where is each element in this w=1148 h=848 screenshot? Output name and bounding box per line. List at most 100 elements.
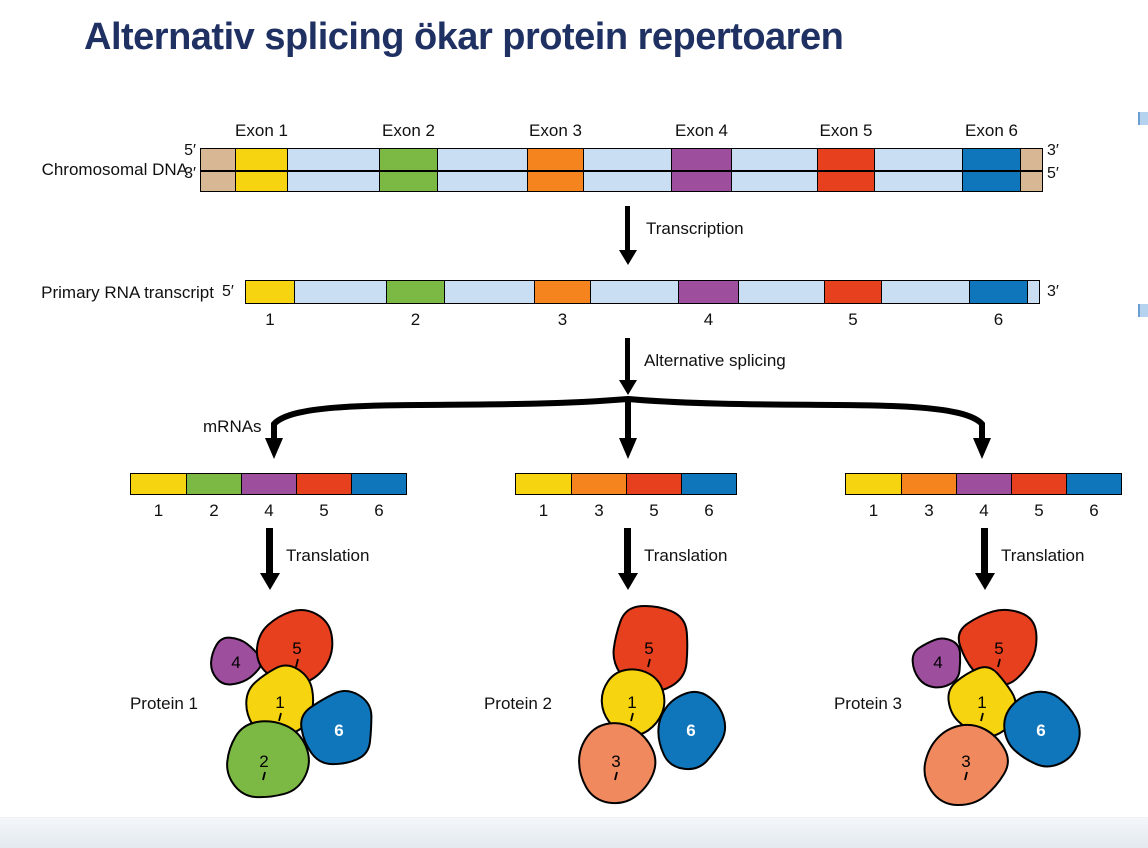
subunit-tick-mark	[630, 712, 634, 722]
exon-number-1: 1	[868, 501, 879, 520]
protein-1-label: Protein 1	[129, 694, 198, 713]
protein-subunit-number-5: 5	[292, 639, 301, 658]
protein-subunit-6	[657, 690, 727, 771]
dna-three-prime-left: 3′	[184, 165, 196, 182]
exon-number-6: 6	[374, 501, 384, 520]
translation-arrow-2	[624, 528, 631, 573]
exon-number-6: 6	[1089, 501, 1099, 520]
transcription-label: Transcription	[646, 219, 744, 238]
bottom-band	[0, 817, 1148, 848]
protein-subunit-number-1: 1	[977, 693, 986, 712]
exon-segment-5: 5	[296, 474, 351, 520]
branch-left	[271, 396, 631, 443]
exon-label-5: Exon 5	[819, 121, 873, 140]
intron-segment	[1027, 281, 1039, 303]
protein-subunit-number-3: 3	[961, 752, 970, 771]
intron-segment	[444, 281, 534, 303]
subunit-tick-mark	[647, 658, 651, 668]
protein-subunit-3	[923, 723, 1009, 807]
chromosomal-dna-label: Chromosomal DNA	[41, 160, 188, 179]
protein-subunit-2	[226, 720, 310, 799]
protein-3-label: Protein 3	[833, 694, 902, 713]
primary-rna-bar: 1 2 3 4 5 6	[245, 280, 1040, 329]
exon-segment-6: 6	[681, 474, 736, 520]
dna-five-prime-right: 5′	[1047, 165, 1059, 182]
intron-segment	[738, 281, 824, 303]
branch-right	[625, 396, 985, 443]
exon-number-6: 6	[704, 501, 714, 520]
branch-right-arrowhead	[973, 438, 991, 459]
exon-segment-5: 5	[626, 474, 681, 520]
exon-number-1: 1	[538, 501, 549, 520]
protein-1-structure: 4 5 1 6 2	[210, 608, 373, 799]
subunit-tick-mark	[614, 771, 618, 781]
translation-arrow-3	[981, 528, 988, 573]
subunit-tick-mark	[295, 658, 299, 668]
exon-number-5: 5	[1034, 501, 1044, 520]
exon-number-3: 3	[557, 310, 568, 329]
exon-label-2: Exon 2	[382, 121, 435, 140]
protein-subunit-number-5: 5	[994, 639, 1003, 658]
exon-segment-6: 6	[351, 474, 406, 520]
subunit-tick-mark	[980, 712, 984, 722]
exon-number-2: 2	[209, 501, 219, 520]
exon-segment-4: 4	[956, 474, 1011, 520]
rna-three-prime: 3′	[1047, 283, 1059, 300]
exon-segment-1: 1	[131, 474, 186, 520]
intron-segment	[590, 281, 678, 303]
exon-segment-5: 5	[1011, 474, 1066, 520]
exon-segment-2: 2	[186, 474, 241, 520]
exon-number-4: 4	[264, 501, 274, 520]
mrna-1-bar: 1 2 4 5 6	[130, 473, 407, 520]
exon-segment-3: 3	[534, 281, 590, 329]
exon-label-4: Exon 4	[675, 121, 728, 140]
exon-segment-5: 5	[824, 281, 881, 329]
protein-subunit-4	[210, 636, 263, 686]
slide-title: Alternativ splicing ökar protein reperto…	[84, 16, 844, 58]
transcription-arrow	[625, 206, 630, 250]
exon-number-3: 3	[924, 501, 934, 520]
dna-strand-divider	[201, 170, 1042, 172]
branch-center-arrowhead	[619, 438, 637, 459]
exon-number-5: 5	[848, 310, 858, 329]
exon-segment-1: 1	[846, 474, 901, 520]
edge-artifact-top	[1138, 112, 1148, 125]
subunit-tick-mark	[997, 658, 1001, 668]
edge-artifact-bottom	[1138, 304, 1148, 317]
exon-segment-1: 1	[246, 281, 294, 329]
exon-number-2: 2	[410, 310, 421, 329]
mrna-2-bar: 1 3 5 6	[515, 473, 737, 520]
exon-segment-4: 4	[678, 281, 738, 329]
subunit-tick-mark	[278, 712, 282, 722]
protein-subunit-6	[1003, 690, 1081, 768]
exon-segment-2: 2	[386, 281, 444, 329]
exon-number-5: 5	[649, 501, 659, 520]
protein-subunit-3	[578, 722, 657, 805]
protein-subunit-4	[911, 637, 962, 689]
protein-subunit-number-4: 4	[933, 653, 942, 672]
translation-label-2: Translation	[644, 546, 728, 565]
exon-segment-3: 3	[901, 474, 956, 520]
protein-subunit-number-2: 2	[259, 752, 268, 771]
dna-three-prime-right: 3′	[1047, 142, 1059, 159]
subunit-tick-mark	[964, 771, 968, 781]
rna-five-prime: 5′	[222, 283, 234, 300]
exon-number-5: 5	[319, 501, 329, 520]
protein-3-structure: 4 5 1 6 3	[911, 608, 1081, 807]
branch-left-arrowhead	[265, 438, 283, 459]
exon-segment-3: 3	[571, 474, 626, 520]
exon-label-3: Exon 3	[529, 121, 582, 140]
protein-2-label: Protein 2	[483, 694, 552, 713]
dna-five-prime-left: 5′	[184, 142, 196, 159]
chromosomal-dna-bar: Exon 1 Exon 2 Exon 3 Exon 4 Exon 5 Exon 6	[200, 121, 1043, 192]
alternative-splicing-label: Alternative splicing	[644, 351, 786, 370]
protein-subunit-number-4: 4	[231, 653, 240, 672]
protein-subunit-number-6: 6	[686, 721, 695, 740]
protein-subunit-number-1: 1	[275, 693, 284, 712]
alternative-splicing-arrow	[625, 338, 630, 380]
protein-subunit-number-3: 3	[611, 752, 620, 771]
translation-label-3: Translation	[1001, 546, 1085, 565]
protein-subunit-number-6: 6	[1036, 721, 1045, 740]
exon-segment-6: 6	[1066, 474, 1121, 520]
